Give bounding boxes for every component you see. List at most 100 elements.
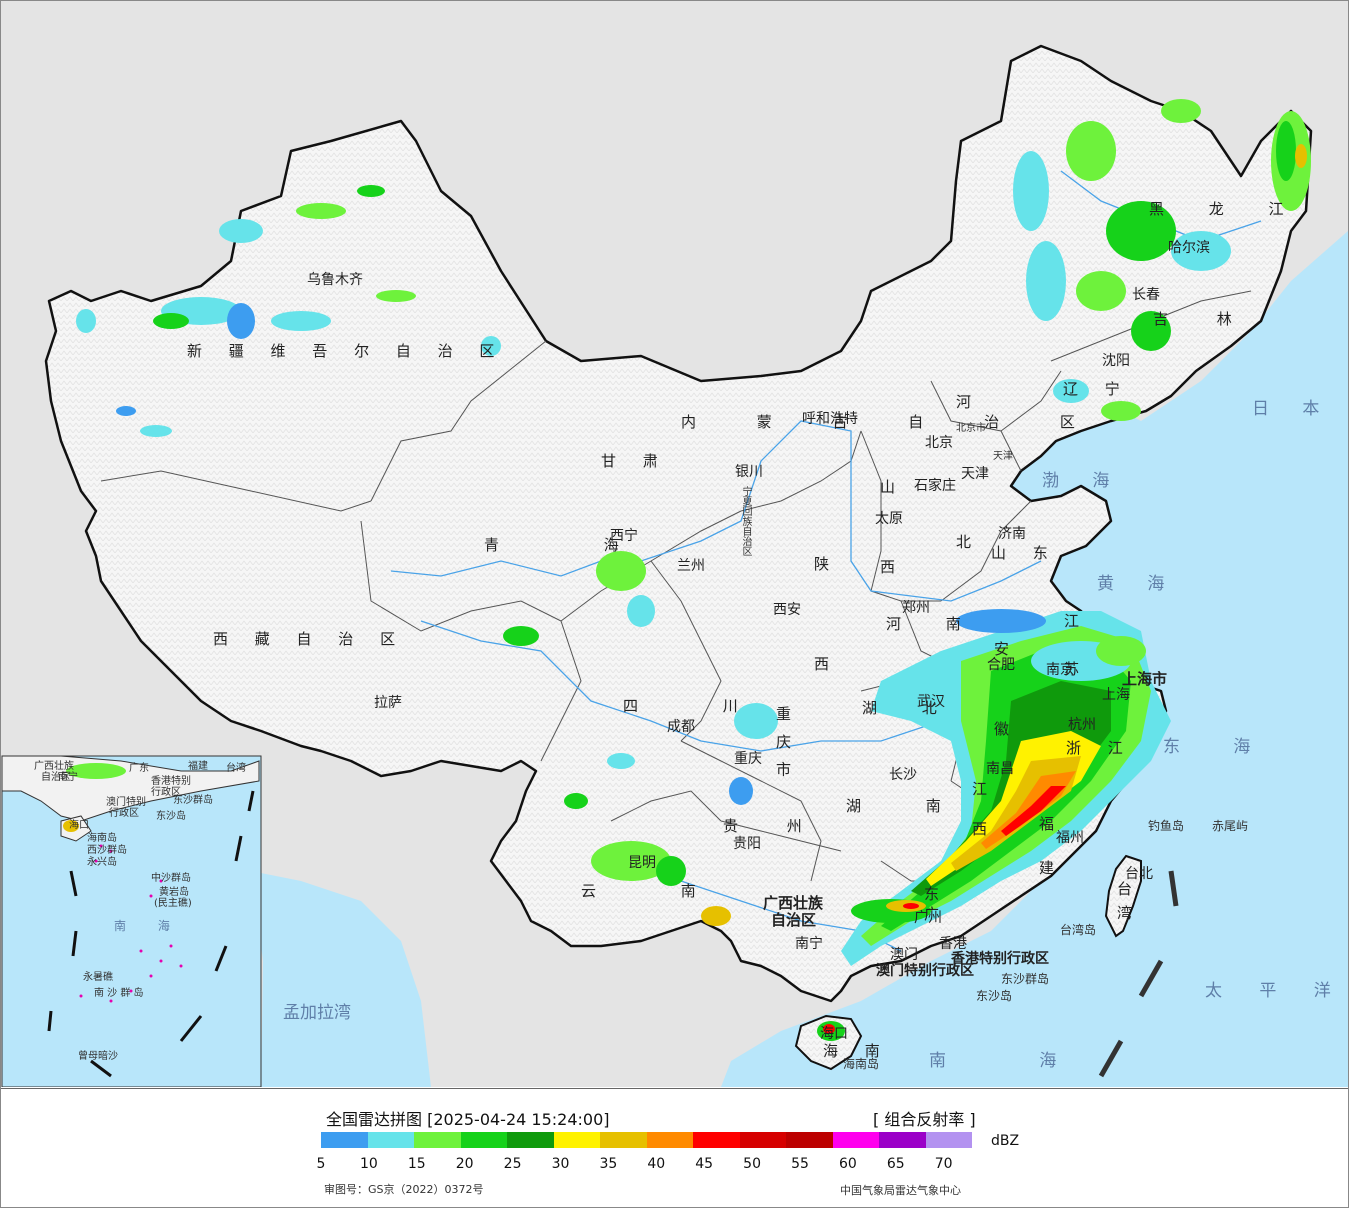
city-guiyang: 贵阳 (733, 836, 761, 852)
pacific-ocean (721, 231, 1348, 1087)
city-shanghai: 上海 (1102, 687, 1130, 703)
city-beijing: 北京 (925, 435, 953, 451)
mosaic-title: 全国雷达拼图 [2025-04-24 15:24:00] (326, 1110, 610, 1129)
scale-tick-label: 35 (599, 1156, 618, 1172)
province-label-shandong: 山 东 (991, 544, 1059, 562)
city-kunming: 昆明 (628, 855, 656, 871)
scale-tick-label: 30 (551, 1156, 570, 1172)
scale-tick-label: 70 (934, 1156, 953, 1172)
sea-label-pacific: 太 平 洋 (1205, 981, 1347, 1001)
inset-label-yongshu: 永暑礁 (83, 972, 113, 983)
province-label-taiwan: 台 湾 (1115, 881, 1133, 922)
south-china-sea-inset (1, 755, 262, 1087)
province-label-shanxi: 山 西 (878, 479, 896, 604)
label-hainan-island: 海南岛 (843, 1057, 880, 1071)
province-label-hunan: 湖 南 (846, 797, 971, 815)
scale-tick-label: 60 (838, 1156, 857, 1172)
province-label-neimenggu: 内 蒙 古 自 治 区 (681, 413, 1103, 431)
scale-swatch (832, 1132, 879, 1148)
scale-swatch (553, 1132, 600, 1148)
label-dongsha-islands: 东沙群岛 (1001, 972, 1050, 986)
inset-label-yongxing: 永兴岛 (87, 857, 117, 868)
province-label-shanghai: 上海市 (1122, 670, 1168, 688)
product-type: [ 组合反射率 ] (873, 1110, 976, 1129)
province-label-guangxi-2: 自治区 (771, 911, 817, 929)
scale-swatch (646, 1132, 693, 1148)
city-hohhot: 呼和浩特 (802, 411, 858, 427)
city-tianjin: 天津 (961, 466, 989, 482)
province-label-qinghai: 青 海 (484, 536, 669, 554)
inset-label-guangdong: 广东 (129, 763, 149, 774)
province-label-fujian: 福 建 (1037, 816, 1055, 887)
boundary-dashes (1098, 870, 1179, 1078)
city-macau: 澳门 (890, 947, 918, 963)
province-label-shaanxi: 陕 西 (812, 556, 830, 711)
city-fuzhou: 福州 (1056, 830, 1084, 846)
scale-tick-label: 50 (743, 1156, 761, 1172)
city-guangzhou: 广州 (914, 910, 942, 926)
label-hk-sar: 香港特别行政区 (951, 951, 1049, 967)
taiwan-island (1104, 854, 1142, 938)
scale-tick-label: 20 (455, 1156, 474, 1172)
scale-swatch (507, 1132, 554, 1148)
scale-swatch (600, 1132, 647, 1148)
inset-label-nansha: 南 沙 群 岛 (94, 988, 144, 999)
inset-label-zhongsha: 中沙群岛 (151, 873, 191, 884)
inset-label-haikou: 海口 (69, 820, 89, 831)
province-label-yunnan: 云 南 (581, 882, 736, 900)
inset-label-huangyan: 黄岩岛 (159, 887, 189, 898)
province-label-gansu: 甘 肃 (601, 452, 669, 470)
scale-swatch (414, 1132, 461, 1148)
city-changsha: 长沙 (889, 767, 917, 783)
province-label-sichuan: 四 川 (623, 697, 778, 715)
scale-swatch (739, 1132, 786, 1148)
scale-swatch (879, 1132, 926, 1148)
sea-label-japan-sea: 日 本 海 (1252, 399, 1348, 419)
inset-label-guangxi: 广西壮族 (34, 761, 74, 772)
city-taiyuan: 太原 (875, 511, 903, 527)
bay-of-bengal (251, 871, 431, 1087)
city-wuhan: 武汉 (917, 694, 945, 710)
city-hangzhou: 杭州 (1068, 717, 1096, 733)
label-taiwan-island: 台湾岛 (1060, 923, 1097, 937)
inset-label-taiwan: 台湾 (226, 763, 246, 774)
inset-label-minzhu: (民主礁) (154, 898, 192, 909)
scale-tick-label: 15 (407, 1156, 426, 1172)
inset-label-dongsha-island: 东沙岛 (156, 811, 186, 822)
province-label-hebei: 河 北 (954, 394, 972, 609)
scale-tick-label: 25 (503, 1156, 522, 1172)
province-label-liaoning: 辽 宁 (1063, 380, 1131, 398)
review-number: 审图号：GS京（2022）0372号 (324, 1183, 484, 1196)
scale-swatch (321, 1132, 368, 1148)
inset-label-xisha: 西沙群岛 (87, 845, 127, 856)
city-haikou: 海口 (820, 1026, 848, 1042)
province-label-jilin: 吉 林 (1153, 310, 1254, 328)
city-shenyang: 沈阳 (1102, 353, 1130, 369)
city-shijiazhuang: 石家庄 (914, 478, 956, 494)
city-hongkong: 香港 (939, 936, 967, 952)
city-lhasa: 拉萨 (374, 695, 402, 711)
scale-swatch (367, 1132, 414, 1148)
scale-tick-label: 65 (886, 1156, 905, 1172)
city-nanning: 南宁 (795, 936, 823, 952)
city-xining: 西宁 (610, 528, 638, 544)
inset-label-zizhiqu: 自治区 (41, 772, 71, 783)
province-label-heilongjiang: 黑 龙 江 (1149, 200, 1304, 218)
province-label-hubei: 湖 北 (862, 699, 957, 717)
city-yinchuan: 银川 (735, 464, 763, 480)
province-label-guizhou: 贵 州 (723, 817, 824, 835)
province-label-hainan: 海 南 (823, 1042, 891, 1060)
city-hefei: 合肥 (987, 657, 1015, 673)
province-label-henan: 河 南 (886, 615, 981, 633)
scale-swatch (460, 1132, 507, 1148)
sea-label-yellow-sea: 黄 海 (1097, 574, 1179, 594)
scale-tick-label: 5 (316, 1156, 326, 1172)
label-diaoyu-island: 钓鱼岛 (1148, 819, 1185, 833)
inset-label-nanning: 南宁 (58, 772, 78, 783)
province-label-guangxi: 广西壮族 (763, 894, 824, 912)
sea-label-bay-of-bengal: 孟加拉湾 (283, 1003, 351, 1023)
city-tianjin-municipality: 天津 (993, 451, 1013, 462)
label-chiwei-islet: 赤尾屿 (1212, 819, 1249, 833)
agency-credit: 中国气象局雷达气象中心 (840, 1184, 961, 1197)
city-lanzhou: 兰州 (677, 558, 705, 574)
